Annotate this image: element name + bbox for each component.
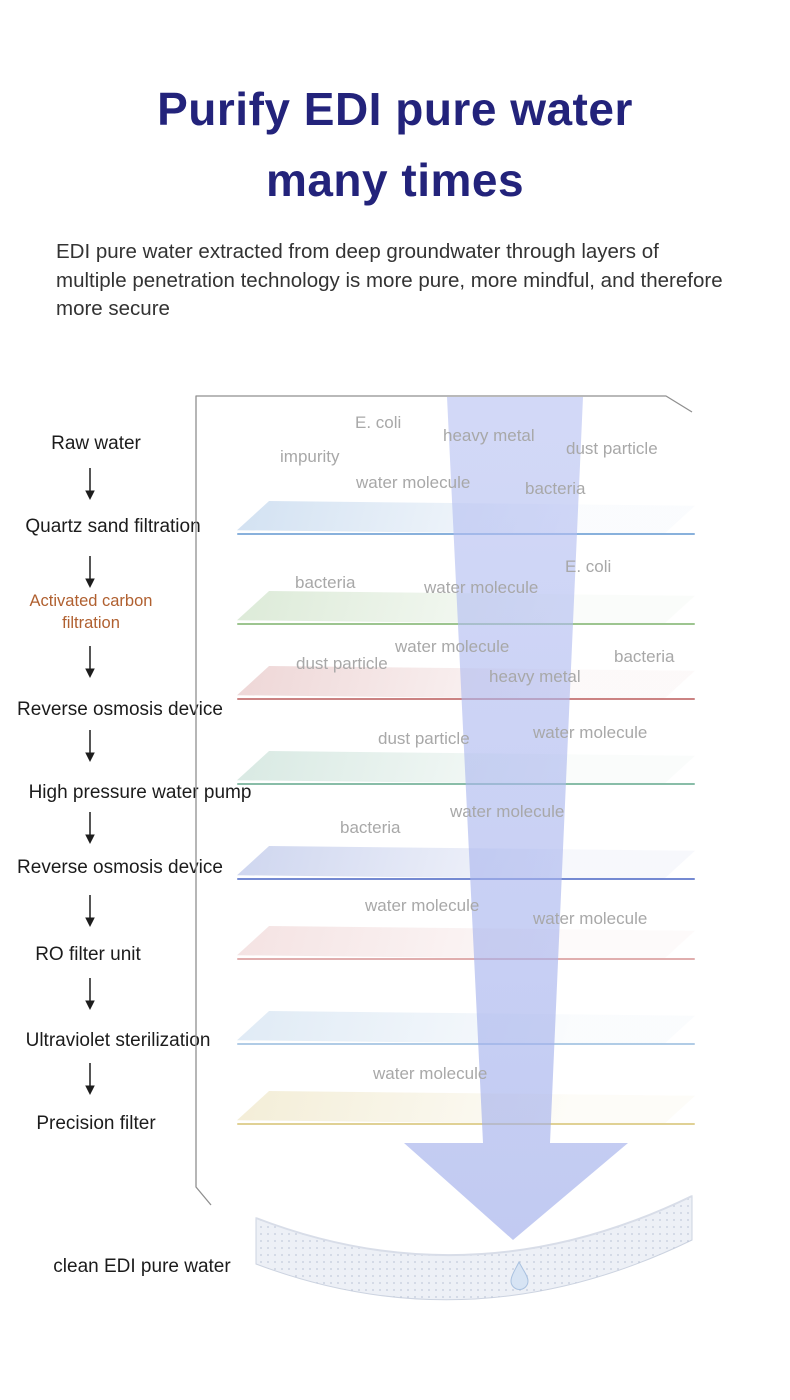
process-result-label: clean EDI pure water <box>53 1256 231 1277</box>
filter-edge-line <box>237 878 695 880</box>
particle-label: bacteria <box>295 573 356 592</box>
flow-down-arrow <box>83 556 97 588</box>
particle-label: impurity <box>280 447 340 466</box>
flow-down-arrow <box>83 1063 97 1095</box>
flow-down-arrow <box>83 895 97 927</box>
flow-down-arrow <box>83 978 97 1010</box>
particle-label: dust particle <box>296 654 388 673</box>
particle-label: heavy metal <box>443 426 535 445</box>
particle-label: water molecule <box>373 1064 488 1083</box>
process-step-high-pressure-pump: High pressure water pump <box>28 782 252 803</box>
filter-layer-5 <box>237 846 695 880</box>
filter-sheet <box>237 846 695 880</box>
particle-label: dust particle <box>566 439 658 458</box>
page-title-line-1: Purify EDI pure water <box>157 83 633 135</box>
page-title-line-2: many times <box>265 154 525 206</box>
process-step-quartz-sand: Quartz sand filtration <box>25 516 201 537</box>
filter-layer-1 <box>237 501 695 535</box>
process-step-reverse-osmosis-2: Reverse osmosis device <box>17 857 223 878</box>
filter-sheet <box>237 926 695 960</box>
filter-sheet <box>237 1091 695 1125</box>
particle-label: water molecule <box>533 909 648 928</box>
process-step-activated-carbon: Activated carbon filtration <box>29 592 153 632</box>
process-step-ro-filter-unit: RO filter unit <box>35 944 141 965</box>
particle-label: water molecule <box>533 723 648 742</box>
particle-label: bacteria <box>614 647 675 666</box>
particle-label: water molecule <box>395 637 510 656</box>
filter-sheet <box>237 501 695 535</box>
filter-edge-line <box>237 1123 695 1125</box>
filter-layer-7 <box>237 1011 695 1045</box>
particle-label: water molecule <box>424 578 539 597</box>
filter-edge-line <box>237 958 695 960</box>
particle-label: water molecule <box>450 802 565 821</box>
flow-down-arrow <box>83 646 97 678</box>
filter-layer-4 <box>237 751 695 785</box>
filter-layer-8 <box>237 1091 695 1125</box>
filter-edge-line <box>237 533 695 535</box>
filter-edge-line <box>237 783 695 785</box>
page-title: Purify EDI pure water many times <box>0 74 790 216</box>
particle-label: E. coli <box>565 557 612 576</box>
process-step-precision-filter: Precision filter <box>36 1113 156 1134</box>
membrane-top-edge <box>255 1195 693 1257</box>
flow-down-arrow <box>83 730 97 762</box>
particle-label: water molecule <box>365 896 480 915</box>
flow-down-arrow <box>83 812 97 844</box>
filter-layer-6 <box>237 926 695 960</box>
particle-label: water molecule <box>356 473 471 492</box>
particle-label: bacteria <box>340 818 401 837</box>
flow-down-arrow <box>83 468 97 500</box>
process-step-raw-water: Raw water <box>51 433 141 454</box>
filter-sheet <box>237 1011 695 1045</box>
filter-edge-line <box>237 1043 695 1045</box>
water-drop-icon <box>510 1260 529 1290</box>
particle-label: heavy metal <box>489 667 581 686</box>
membrane-texture <box>256 1196 692 1300</box>
subtitle-text: EDI pure water extracted from deep groun… <box>56 240 723 320</box>
filter-sheet <box>237 751 695 785</box>
particle-label: E. coli <box>355 413 402 432</box>
filter-edge-line <box>237 698 695 700</box>
particle-label: dust particle <box>378 729 470 748</box>
particle-label: bacteria <box>525 479 586 498</box>
filter-edge-line <box>237 623 695 625</box>
membrane-surface <box>255 1195 693 1301</box>
process-step-reverse-osmosis-1: Reverse osmosis device <box>17 699 223 720</box>
process-step-uv-sterilization: Ultraviolet sterilization <box>25 1030 211 1051</box>
